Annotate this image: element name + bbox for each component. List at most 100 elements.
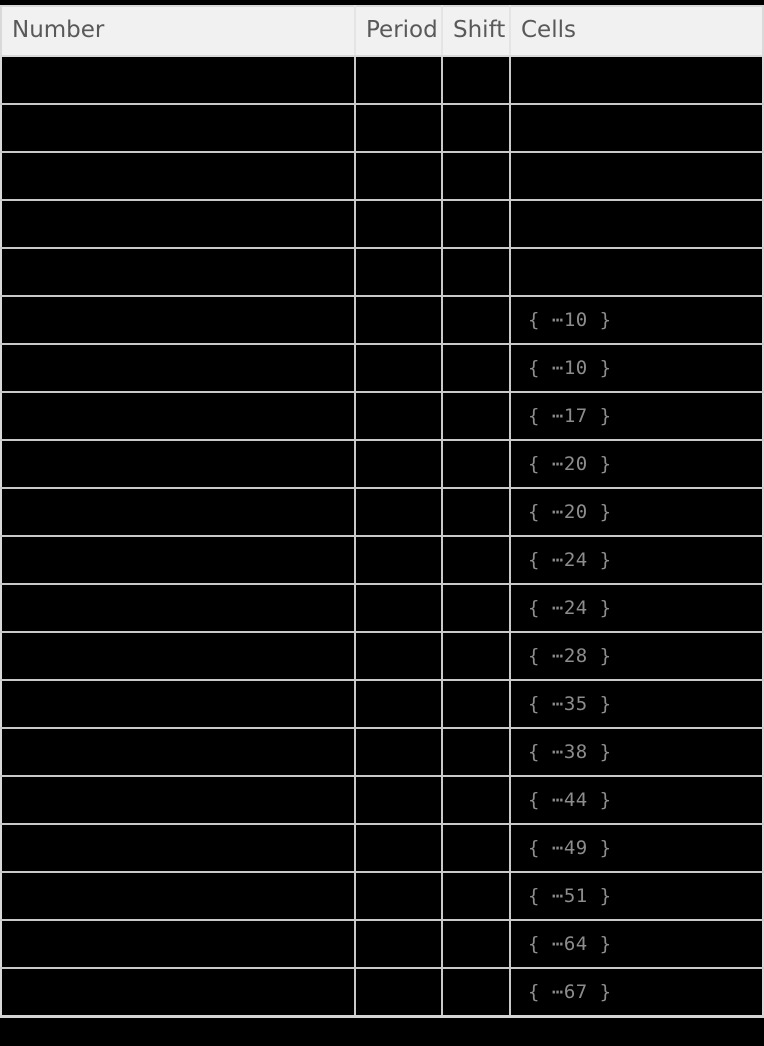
column-header-number[interactable]: Number — [1, 6, 356, 57]
cell-cells[interactable]: { ⋯20 } — [510, 488, 763, 537]
table-row[interactable]: { ⋯51 } — [1, 872, 763, 921]
cell-number[interactable] — [1, 440, 356, 489]
cell-period[interactable] — [355, 968, 443, 1016]
cell-shift[interactable] — [442, 56, 511, 105]
table-row[interactable]: { ⋯24 } — [1, 584, 763, 633]
cell-period[interactable] — [355, 680, 443, 729]
cell-number[interactable] — [1, 152, 356, 201]
cell-period[interactable] — [355, 152, 443, 201]
cell-period[interactable] — [355, 440, 443, 489]
cell-cells[interactable]: { ⋯67 } — [510, 968, 763, 1016]
cell-cells[interactable]: { ⋯38 } — [510, 728, 763, 777]
cell-number[interactable] — [1, 728, 356, 777]
cell-cells[interactable] — [510, 200, 763, 249]
table-row[interactable]: { ⋯49 } — [1, 824, 763, 873]
table-row[interactable]: { ⋯64 } — [1, 920, 763, 969]
cell-period[interactable] — [355, 728, 443, 777]
cell-shift[interactable] — [442, 632, 511, 681]
cell-period[interactable] — [355, 536, 443, 585]
cell-cells[interactable]: { ⋯17 } — [510, 392, 763, 441]
table-row[interactable] — [1, 56, 763, 105]
cell-number[interactable] — [1, 392, 356, 441]
cell-shift[interactable] — [442, 392, 511, 441]
cell-shift[interactable] — [442, 152, 511, 201]
cell-cells[interactable]: { ⋯24 } — [510, 584, 763, 633]
cell-shift[interactable] — [442, 344, 511, 393]
cell-number[interactable] — [1, 248, 356, 297]
cell-number[interactable] — [1, 488, 356, 537]
table-row[interactable]: { ⋯20 } — [1, 440, 763, 489]
cell-number[interactable] — [1, 632, 356, 681]
table-row[interactable]: { ⋯24 } — [1, 536, 763, 585]
cell-period[interactable] — [355, 920, 443, 969]
cell-number[interactable] — [1, 872, 356, 921]
column-header-period[interactable]: Period — [355, 6, 443, 57]
cell-shift[interactable] — [442, 920, 511, 969]
cell-period[interactable] — [355, 200, 443, 249]
cell-shift[interactable] — [442, 584, 511, 633]
cell-shift[interactable] — [442, 824, 511, 873]
cell-shift[interactable] — [442, 680, 511, 729]
table-row[interactable]: { ⋯67 } — [1, 968, 763, 1016]
cell-cells[interactable]: { ⋯35 } — [510, 680, 763, 729]
cell-number[interactable] — [1, 200, 356, 249]
table-row[interactable]: { ⋯44 } — [1, 776, 763, 825]
table-row[interactable]: { ⋯20 } — [1, 488, 763, 537]
table-row[interactable]: { ⋯28 } — [1, 632, 763, 681]
cell-period[interactable] — [355, 584, 443, 633]
cell-shift[interactable] — [442, 872, 511, 921]
cell-period[interactable] — [355, 392, 443, 441]
table-row[interactable]: { ⋯17 } — [1, 392, 763, 441]
cell-number[interactable] — [1, 56, 356, 105]
cell-period[interactable] — [355, 872, 443, 921]
table-row[interactable]: { ⋯38 } — [1, 728, 763, 777]
cell-period[interactable] — [355, 56, 443, 105]
table-row[interactable] — [1, 200, 763, 249]
column-header-cells[interactable]: Cells — [510, 6, 763, 57]
cell-shift[interactable] — [442, 728, 511, 777]
cell-number[interactable] — [1, 824, 356, 873]
cell-cells[interactable]: { ⋯49 } — [510, 824, 763, 873]
cell-cells[interactable] — [510, 104, 763, 153]
cell-period[interactable] — [355, 632, 443, 681]
cell-number[interactable] — [1, 104, 356, 153]
table-row[interactable] — [1, 104, 763, 153]
cell-cells[interactable]: { ⋯51 } — [510, 872, 763, 921]
table-row[interactable] — [1, 152, 763, 201]
cell-number[interactable] — [1, 344, 356, 393]
cell-cells[interactable]: { ⋯64 } — [510, 920, 763, 969]
cell-period[interactable] — [355, 344, 443, 393]
cell-period[interactable] — [355, 824, 443, 873]
cell-cells[interactable]: { ⋯28 } — [510, 632, 763, 681]
cell-shift[interactable] — [442, 488, 511, 537]
cell-number[interactable] — [1, 296, 356, 345]
cell-shift[interactable] — [442, 440, 511, 489]
column-header-shift[interactable]: Shift — [442, 6, 511, 57]
cell-period[interactable] — [355, 296, 443, 345]
table-row[interactable] — [1, 248, 763, 297]
cell-shift[interactable] — [442, 296, 511, 345]
cell-number[interactable] — [1, 680, 356, 729]
cell-period[interactable] — [355, 248, 443, 297]
cell-number[interactable] — [1, 584, 356, 633]
cell-cells[interactable] — [510, 152, 763, 201]
cell-cells[interactable] — [510, 248, 763, 297]
cell-cells[interactable] — [510, 56, 763, 105]
cell-cells[interactable]: { ⋯44 } — [510, 776, 763, 825]
cell-cells[interactable]: { ⋯10 } — [510, 344, 763, 393]
cell-period[interactable] — [355, 104, 443, 153]
table-row[interactable]: { ⋯10 } — [1, 296, 763, 345]
table-row[interactable]: { ⋯35 } — [1, 680, 763, 729]
cell-cells[interactable]: { ⋯20 } — [510, 440, 763, 489]
cell-period[interactable] — [355, 776, 443, 825]
cell-shift[interactable] — [442, 104, 511, 153]
cell-number[interactable] — [1, 536, 356, 585]
cell-number[interactable] — [1, 968, 356, 1016]
cell-number[interactable] — [1, 920, 356, 969]
cell-shift[interactable] — [442, 536, 511, 585]
cell-number[interactable] — [1, 776, 356, 825]
cell-shift[interactable] — [442, 200, 511, 249]
cell-cells[interactable]: { ⋯10 } — [510, 296, 763, 345]
cell-shift[interactable] — [442, 968, 511, 1016]
table-row[interactable]: { ⋯10 } — [1, 344, 763, 393]
